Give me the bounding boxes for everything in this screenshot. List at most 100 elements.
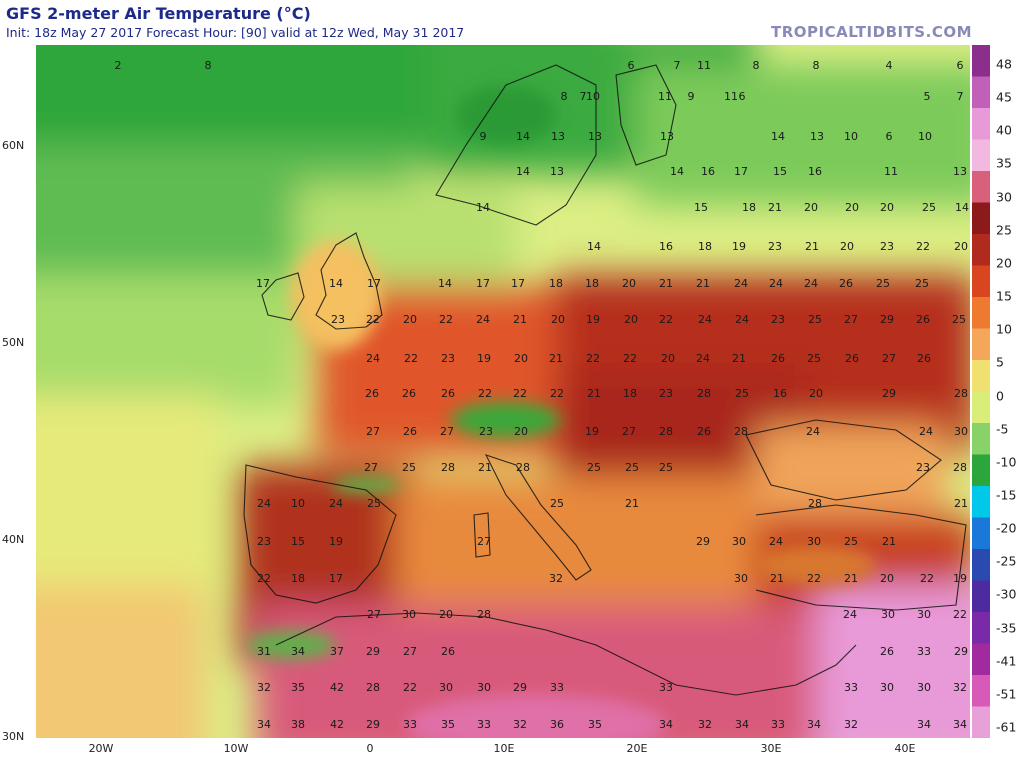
temperature-value: 19 (585, 425, 599, 438)
lat-label: 30N (2, 730, 25, 743)
temperature-value: 7 (957, 90, 964, 103)
temperature-value: 28 (366, 681, 380, 694)
temperature-value: 15 (291, 535, 305, 548)
temperature-value: 8 (813, 59, 820, 72)
temperature-value: 33 (403, 718, 417, 731)
temperature-value: 33 (771, 718, 785, 731)
temperature-value: 21 (549, 352, 563, 365)
lon-label: 30E (760, 742, 782, 755)
temperature-value: 27 (477, 535, 491, 548)
temperature-value: 27 (440, 425, 454, 438)
temperature-value: 27 (844, 313, 858, 326)
temperature-value: 25 (659, 461, 673, 474)
temperature-value: 26 (403, 425, 417, 438)
temperature-value: 23 (916, 461, 930, 474)
temperature-value: 20 (551, 313, 565, 326)
atlantic-band-2 (36, 275, 296, 405)
temperature-value: 20 (880, 572, 894, 585)
temperature-value: 28 (954, 387, 968, 400)
colorbar-swatch (972, 612, 990, 645)
colorbar-swatch (972, 423, 990, 456)
temperature-value: 25 (952, 313, 966, 326)
temperature-value: 6 (886, 130, 893, 143)
temperature-value: 25 (808, 313, 822, 326)
colorbar-label: -20 (996, 520, 1017, 536)
temperature-value: 28 (477, 608, 491, 621)
temperature-value: 18 (549, 277, 563, 290)
temperature-value: 34 (735, 718, 749, 731)
colorbar-swatch (972, 108, 990, 141)
temperature-value: 16 (701, 165, 715, 178)
lon-label: 10E (493, 742, 515, 755)
temperature-value: 21 (844, 572, 858, 585)
colorbar-swatch (972, 360, 990, 393)
temperature-value: 27 (364, 461, 378, 474)
temperature-value: 27 (367, 608, 381, 621)
temperature-value: 21 (478, 461, 492, 474)
temperature-value: 20 (845, 201, 859, 214)
colorbar-label: -5 (996, 421, 1009, 437)
temperature-value: 34 (659, 718, 673, 731)
temperature-value: 17 (734, 165, 748, 178)
coast-iberia (243, 464, 397, 604)
coast-black-sea (745, 419, 942, 501)
temperature-values: 2 8 6 7 811 8 4 678 10 11 9 11 6 5 79 14 13 13 13 14 13 10 6 10… (115, 59, 970, 731)
colorbar-label: -15 (996, 487, 1017, 503)
temperature-value: 34 (291, 645, 305, 658)
temperature-value: 21 (659, 277, 673, 290)
temperature-value: 29 (366, 645, 380, 658)
colorbar-swatch (972, 549, 990, 582)
temperature-value: 23 (768, 240, 782, 253)
temperature-value: 9 (688, 90, 695, 103)
scandinavian-mountains (456, 85, 556, 145)
temperature-value: 26 (771, 352, 785, 365)
temperature-value: 18 (585, 277, 599, 290)
temperature-value: 23 (880, 240, 894, 253)
temperature-value: 30 (477, 681, 491, 694)
temperature-value: 20 (514, 352, 528, 365)
temperature-colorbar (972, 45, 990, 738)
temperature-value: 19 (586, 313, 600, 326)
temperature-value: 25 (587, 461, 601, 474)
temperature-value: 29 (696, 535, 710, 548)
temperature-value: 20 (403, 313, 417, 326)
colorbar-swatch (972, 328, 990, 361)
temperature-value: 22 (953, 608, 967, 621)
temperature-value: 20 (954, 240, 968, 253)
temperature-value: 20 (622, 277, 636, 290)
temperature-value: 26 (697, 425, 711, 438)
temperature-value: 22 (807, 572, 821, 585)
temperature-value: 42 (330, 718, 344, 731)
temperature-value: 29 (880, 313, 894, 326)
temperature-value: 22 (586, 352, 600, 365)
temperature-value: 21 (625, 497, 639, 510)
temperature-value: 13 (551, 130, 565, 143)
temperature-value: 25 (402, 461, 416, 474)
temperature-value: 36 (550, 718, 564, 731)
coast-turkey (755, 504, 967, 611)
temperature-value: 20 (624, 313, 638, 326)
temperature-value: 13 (660, 130, 674, 143)
colorbar-label: -61 (996, 719, 1017, 735)
temperature-value: 22 (366, 313, 380, 326)
temperature-value: 17 (256, 277, 270, 290)
temperature-value: 25 (807, 352, 821, 365)
temperature-value: 24 (843, 608, 857, 621)
colorbar-label: 5 (996, 354, 1004, 370)
colorbar-swatch (972, 643, 990, 676)
colorbar-label: -10 (996, 454, 1017, 470)
colorbar-label: 45 (996, 89, 1012, 105)
temperature-value: 18 (742, 201, 756, 214)
temperature-value: 26 (880, 645, 894, 658)
temperature-value: 33 (477, 718, 491, 731)
temperature-value: 21 (696, 277, 710, 290)
temperature-value: 24 (366, 352, 380, 365)
sahara-hot (406, 695, 666, 738)
temperature-value: 24 (806, 425, 820, 438)
temperature-value: 28 (953, 461, 967, 474)
colorbar-label: 40 (996, 122, 1012, 138)
temperature-value: 18 (623, 387, 637, 400)
temperature-value: 20 (804, 201, 818, 214)
temperature-value: 24 (769, 535, 783, 548)
temperature-value: 21 (732, 352, 746, 365)
